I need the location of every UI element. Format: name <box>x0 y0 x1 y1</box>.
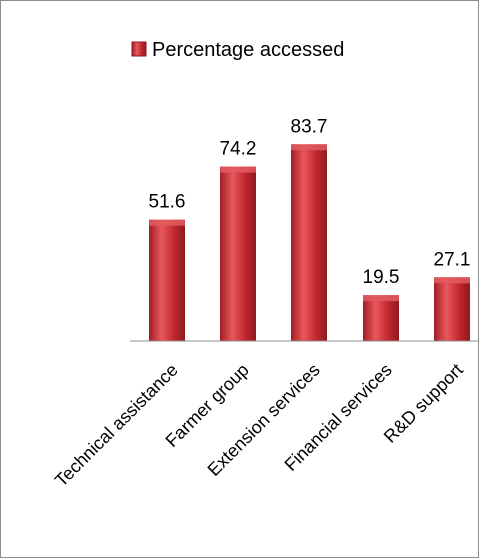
legend: Percentage accessed <box>131 39 344 61</box>
bar-cap-4 <box>434 277 470 284</box>
data-label-0: 51.6 <box>149 192 186 213</box>
data-label-4: 27.1 <box>434 249 471 270</box>
bar-4 <box>434 277 470 341</box>
bar-1 <box>220 166 256 341</box>
data-label-3: 19.5 <box>363 267 400 288</box>
bar-0 <box>149 219 185 341</box>
data-labels-group: 51.6 74.2 83.7 19.5 27.1 <box>149 116 471 288</box>
legend-swatch <box>131 41 147 57</box>
category-label-0: Technical assistance <box>51 360 182 491</box>
bar-cap-1 <box>220 166 256 173</box>
legend-label: Percentage accessed <box>152 39 344 61</box>
data-label-1: 74.2 <box>220 139 257 160</box>
bar-cap-0 <box>149 219 185 226</box>
bar-cap-3 <box>363 295 399 302</box>
bar-cap-2 <box>291 144 327 151</box>
bar-3 <box>363 295 399 341</box>
data-label-2: 83.7 <box>291 116 328 137</box>
bars-group <box>149 144 470 341</box>
bar-2 <box>291 144 327 341</box>
